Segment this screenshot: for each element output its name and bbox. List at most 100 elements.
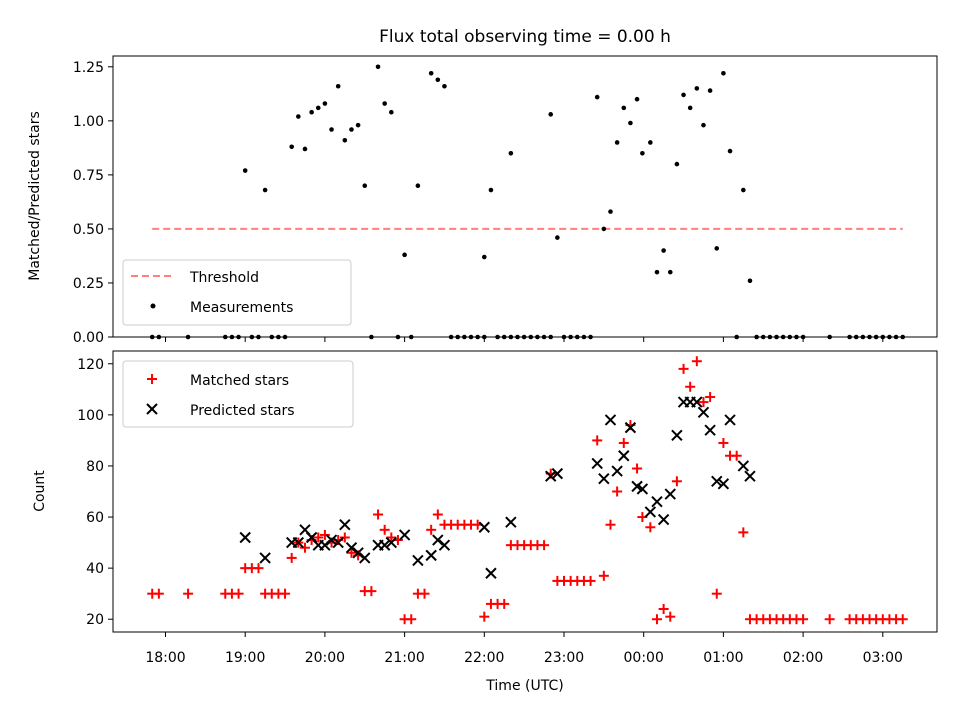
predicted-star-point	[332, 536, 344, 549]
predicted-star-point	[432, 534, 444, 546]
predicted-star-point	[711, 475, 723, 487]
measurement-point	[654, 269, 660, 275]
matched-star-point	[313, 532, 324, 543]
measurement-point	[614, 140, 620, 145]
matched-star-point	[698, 397, 709, 408]
measurement-point	[482, 254, 487, 260]
measurement-point	[548, 112, 554, 117]
predicted-star-point	[319, 539, 331, 551]
matched-star-point	[233, 588, 244, 599]
matched-star-point	[386, 532, 397, 543]
chart-title: Flux total observing time = 0.00 h	[379, 27, 671, 47]
legend-measurements-label: Measurements	[190, 300, 293, 316]
predicted-star-point	[359, 552, 371, 564]
matched-star-point	[605, 519, 616, 530]
top-panel: 0.00 0.25 0.50 0.75 1.00 1.25 Matched/Predict…	[27, 55, 938, 346]
measurement-point	[634, 96, 640, 102]
x-tick-label: 02:00	[783, 650, 823, 666]
matched-star-point	[592, 435, 603, 446]
measurement-point	[628, 120, 633, 126]
matched-star-point	[539, 540, 550, 551]
measurement-point	[349, 127, 354, 132]
matched-star-point	[632, 463, 643, 474]
top-y-tick-label: 0.00	[73, 330, 104, 346]
matched-star-point	[253, 563, 264, 574]
legend-measurements-swatch	[150, 303, 156, 309]
x-tick-label: 18:00	[145, 650, 185, 666]
matched-star-point	[824, 614, 835, 625]
matched-star-point	[612, 486, 623, 497]
measurement-point	[721, 70, 726, 76]
bottom-x-ticks: 18:00 19:00 20:00 21:00 22:00 23:00 00:00 01:00…	[145, 632, 903, 666]
measurement-point	[714, 246, 720, 251]
matched-star-point	[897, 614, 908, 625]
bottom-plot-area	[147, 356, 908, 625]
matched-star-point	[280, 588, 291, 599]
measurement-point	[309, 109, 314, 115]
matched-star-point	[685, 381, 696, 392]
predicted-star-point	[651, 496, 663, 508]
matched-star-point	[691, 356, 702, 367]
x-tick-label: 20:00	[305, 650, 345, 666]
predicted-star-point	[551, 467, 564, 480]
measurement-point	[667, 269, 673, 275]
matched-star-point	[339, 532, 350, 543]
measurement-point	[262, 187, 268, 193]
top-y-tick-label: 1.00	[73, 114, 104, 130]
legend-threshold-label: Threshold	[189, 270, 259, 286]
predicted-star-point	[704, 424, 716, 436]
predicted-star-point	[737, 460, 750, 472]
measurement-point	[608, 209, 613, 214]
predicted-star-point	[545, 470, 557, 482]
top-y-tick-label: 0.25	[73, 276, 104, 292]
bottom-y-axis-label: Count	[32, 470, 48, 512]
x-tick-label: 23:00	[544, 650, 584, 666]
bottom-y-tick-label: 100	[77, 408, 104, 424]
x-tick-label: 19:00	[225, 650, 265, 666]
measurement-point	[488, 187, 494, 193]
top-y-axis-label: Matched/Predicted stars	[27, 111, 43, 281]
predicted-star-point	[339, 519, 351, 531]
predicted-star-point	[398, 529, 411, 541]
measurement-point	[242, 168, 248, 173]
bottom-y-tick-label: 80	[86, 459, 104, 475]
predicted-star-point	[591, 457, 603, 470]
matched-star-point	[346, 547, 357, 558]
measurement-point	[601, 226, 607, 232]
measurement-point	[701, 122, 706, 128]
measurement-point	[289, 144, 294, 150]
legend-predicted-swatch	[146, 403, 158, 415]
matched-star-point	[426, 524, 437, 535]
matched-star-point	[598, 570, 609, 581]
measurement-point	[302, 146, 308, 152]
measurement-point	[315, 105, 321, 111]
x-tick-label: 21:00	[384, 650, 424, 666]
predicted-star-point	[345, 541, 358, 554]
measurement-point	[555, 235, 560, 240]
matched-star-point	[406, 614, 417, 625]
measurement-point	[415, 183, 421, 188]
matched-star-point	[499, 598, 510, 609]
top-x-ticks	[165, 337, 884, 342]
x-tick-label: 01:00	[703, 650, 743, 666]
x-tick-label: 03:00	[863, 650, 903, 666]
matched-star-point	[705, 391, 716, 402]
matched-star-point	[286, 552, 297, 563]
predicted-star-point	[505, 516, 517, 528]
predicted-star-point	[644, 506, 657, 518]
measurement-point	[681, 92, 686, 98]
bottom-axes-frame	[112, 350, 938, 633]
measurement-point	[727, 148, 733, 154]
legend-matched-swatch	[147, 374, 157, 384]
predicted-star-point	[352, 547, 364, 559]
measurement-point	[674, 161, 680, 167]
measurement-point	[382, 101, 387, 106]
top-legend: Threshold Measurements	[122, 259, 352, 326]
matched-star-point	[618, 437, 629, 448]
predicted-star-point	[697, 406, 710, 419]
matched-star-point	[585, 575, 596, 586]
measurement-point	[362, 183, 368, 188]
predicted-star-point	[259, 552, 271, 564]
matched-star-point	[419, 588, 430, 599]
measurement-point	[621, 105, 627, 111]
